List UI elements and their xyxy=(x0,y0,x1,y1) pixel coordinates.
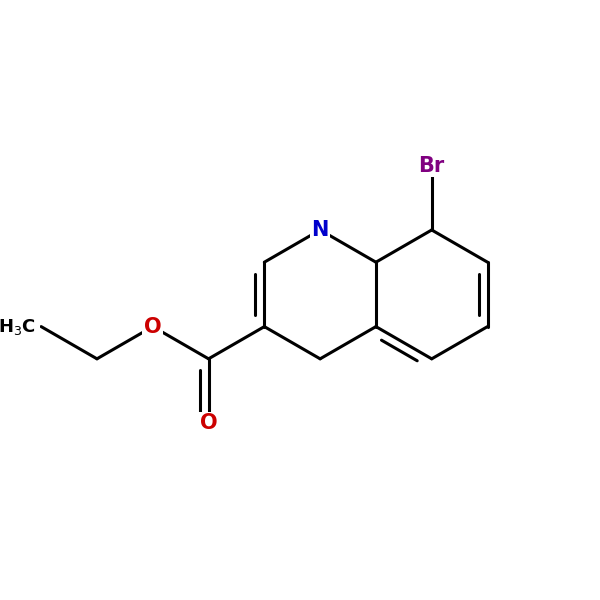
Text: Br: Br xyxy=(419,155,445,176)
Text: O: O xyxy=(200,413,217,433)
Text: N: N xyxy=(311,220,329,240)
Text: H$_3$C: H$_3$C xyxy=(0,317,35,337)
Text: O: O xyxy=(144,317,161,337)
